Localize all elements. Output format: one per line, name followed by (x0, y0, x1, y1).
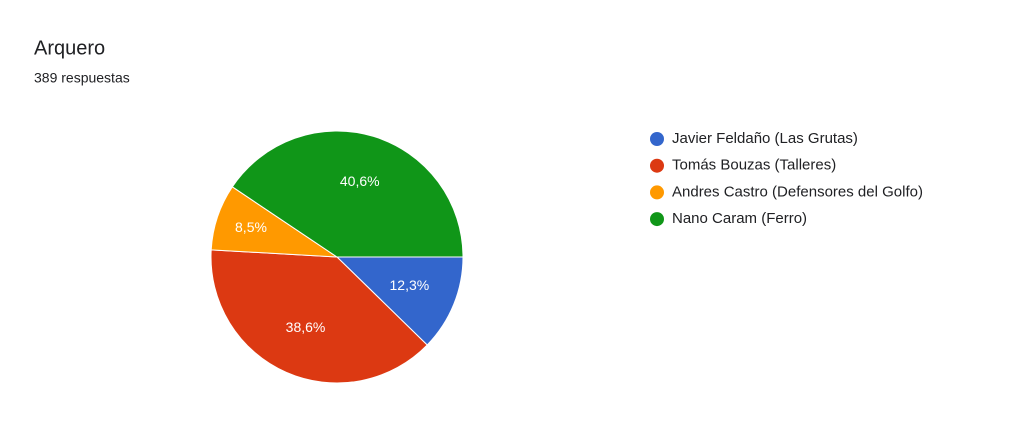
legend-swatch (650, 158, 664, 173)
value-label: 40,6% (340, 173, 380, 189)
value-label: 38,6% (286, 319, 326, 335)
legend-swatch (650, 132, 664, 146)
chart-title: Arquero (34, 37, 105, 59)
legend-label: Nano Caram (Ferro) (672, 210, 807, 227)
legend-label: Javier Feldaño (Las Grutas) (672, 130, 858, 147)
pie-slice (335, 256, 464, 346)
legend-swatch (650, 212, 664, 227)
legend-label: Andres Castro (Defensores del Golfo) (672, 183, 923, 200)
legend-swatch (650, 185, 664, 200)
pie-slice (231, 130, 464, 258)
value-label: 8,5% (235, 219, 267, 235)
value-label: 12,3% (390, 277, 430, 293)
chart-subtitle: 389 respuestas (34, 70, 130, 86)
legend-label: Tomás Bouzas (Talleres) (672, 157, 836, 174)
pie-slice (210, 249, 428, 384)
